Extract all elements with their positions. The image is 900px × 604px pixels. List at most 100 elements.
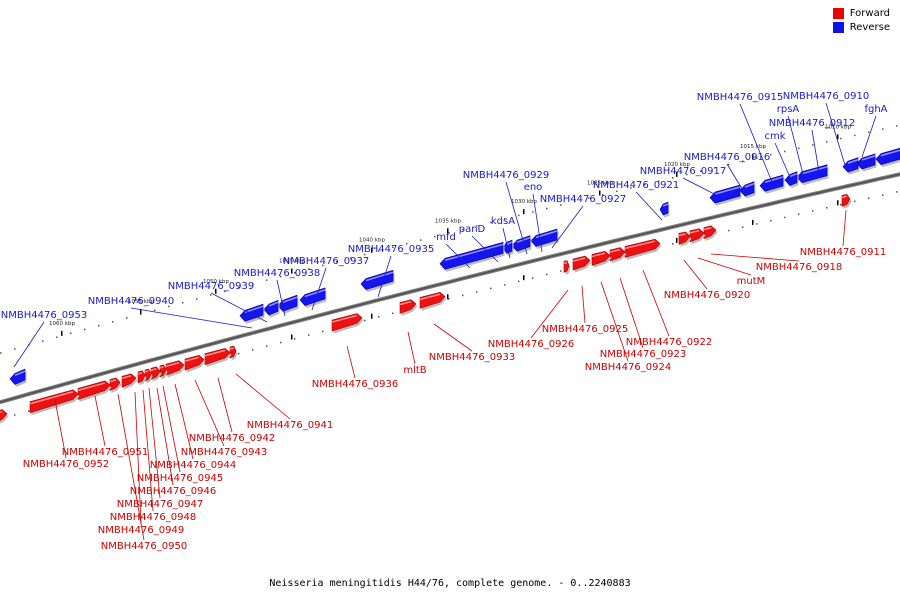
gene-label-text[interactable]: NMBH4476_0923: [600, 349, 686, 360]
gene-reverse[interactable]: [785, 172, 799, 188]
gene-forward[interactable]: [842, 194, 852, 209]
gene-label-text[interactable]: NMBH4476_0948: [110, 512, 196, 523]
gene-label-text[interactable]: NMBH4476_0942: [189, 433, 275, 444]
gene-label-text[interactable]: NMBH4476_0940: [88, 296, 174, 307]
gene-label-text[interactable]: NMBH4476_0925: [542, 324, 628, 335]
gene-label-text[interactable]: panD: [459, 224, 486, 235]
gene-reverse[interactable]: [876, 148, 900, 167]
gene-label-text[interactable]: NMBH4476_0952: [23, 459, 109, 470]
track-dot: [896, 125, 898, 127]
gene-reverse[interactable]: [843, 158, 860, 175]
gene-forward[interactable]: [230, 346, 238, 361]
gene-forward[interactable]: [704, 226, 718, 241]
gene-forward[interactable]: [592, 251, 612, 268]
gene-label-text[interactable]: NMBH4476_0920: [664, 290, 750, 301]
gene-label-text[interactable]: fghA: [864, 104, 887, 115]
gene-label-text[interactable]: NMBH4476_0916: [684, 152, 770, 163]
gene-label-text[interactable]: mltB: [403, 365, 426, 376]
gene-label-text[interactable]: NMBH4476_0927: [540, 194, 626, 205]
gene-label-text[interactable]: NMBH4476_0910: [783, 91, 869, 102]
gene-forward[interactable]: [690, 229, 706, 245]
gene-forward[interactable]: [110, 378, 122, 393]
reverse_labels-label-fghA[interactable]: fghA: [862, 104, 888, 157]
gene-forward[interactable]: [78, 381, 112, 402]
gene-label-text[interactable]: NMBH4476_0938: [234, 268, 320, 279]
gene-reverse[interactable]: [264, 300, 280, 317]
gene-forward[interactable]: [564, 261, 571, 275]
gene-forward[interactable]: [420, 292, 447, 311]
gene-label-text[interactable]: NMBH4476_0941: [247, 420, 333, 431]
gene-forward[interactable]: [679, 232, 692, 247]
gene-forward[interactable]: [625, 239, 662, 260]
gene-label-text[interactable]: NMBH4476_0935: [348, 244, 434, 255]
gene-label-text[interactable]: NMBH4476_0911: [800, 247, 886, 258]
gene-reverse[interactable]: [531, 229, 559, 249]
forward_labels-label-NMBH4476_0942[interactable]: NMBH4476_0942: [189, 378, 275, 444]
gene-reverse[interactable]: [440, 242, 505, 271]
gene-label-text[interactable]: cmk: [764, 131, 785, 142]
forward_labels-label-NMBH4476_0925[interactable]: NMBH4476_0925: [542, 286, 628, 335]
gene-forward[interactable]: [573, 256, 592, 273]
gene-label-text[interactable]: NMBH4476_0953: [1, 310, 87, 321]
gene-label-text[interactable]: NMBH4476_0939: [168, 281, 254, 292]
track-dot: [812, 144, 814, 146]
gene-reverse[interactable]: [503, 240, 514, 256]
reverse_labels-label-NMBH4476_0940[interactable]: NMBH4476_0940: [88, 296, 252, 328]
gene-reverse[interactable]: [740, 182, 756, 199]
gene-label-text[interactable]: NMBH4476_0943: [181, 447, 267, 458]
gene-label-text[interactable]: NMBH4476_0949: [98, 525, 184, 536]
gene-label-text[interactable]: NMBH4476_0946: [130, 486, 216, 497]
gene-label-text[interactable]: kdsA: [491, 216, 515, 227]
gene-label-text[interactable]: NMBH4476_0951: [62, 447, 148, 458]
gene-label-text[interactable]: NMBH4476_0915: [697, 92, 783, 103]
gene-reverse[interactable]: [361, 270, 395, 292]
gene-forward[interactable]: [205, 348, 232, 367]
gene-label-text[interactable]: rpsA: [777, 104, 800, 115]
label-leader: [643, 270, 669, 336]
gene-label-text[interactable]: NMBH4476_0922: [626, 337, 712, 348]
gene-label-text[interactable]: NMBH4476_0933: [429, 352, 515, 363]
gene-forward[interactable]: [0, 410, 9, 426]
forward_labels-label-NMBH4476_0926[interactable]: NMBH4476_0926: [488, 290, 574, 350]
gene-label-text[interactable]: NMBH4476_0937: [283, 256, 369, 267]
forward_labels-label-NMBH4476_0936[interactable]: NMBH4476_0936: [312, 346, 398, 390]
gene-forward[interactable]: [166, 361, 186, 378]
gene-label-text[interactable]: NMBH4476_0912: [769, 118, 855, 129]
gene-reverse[interactable]: [10, 369, 27, 387]
gene-label-text[interactable]: NMBH4476_0947: [117, 499, 203, 510]
gene-forward[interactable]: [610, 248, 627, 264]
track-dot: [532, 277, 534, 279]
gene-reverse[interactable]: [760, 175, 785, 194]
gene-reverse[interactable]: [300, 288, 327, 308]
reverse_labels-label-NMBH4476_0953[interactable]: NMBH4476_0953: [1, 310, 87, 367]
forward_labels-label-NMBH4476_0943[interactable]: NMBH4476_0943: [181, 380, 267, 458]
forward_labels-label-NMBH4476_0911[interactable]: NMBH4476_0911: [800, 210, 886, 258]
gene-forward[interactable]: [185, 355, 206, 372]
gene-label-text[interactable]: NMBH4476_0950: [101, 541, 187, 552]
gene-label-text[interactable]: NMBH4476_0926: [488, 339, 574, 350]
gene-reverse[interactable]: [857, 154, 877, 172]
gene-forward[interactable]: [400, 300, 418, 316]
gene-label-text[interactable]: NMBH4476_0924: [585, 362, 671, 373]
gene-label-text[interactable]: NMBH4476_0929: [463, 170, 549, 181]
forward_labels-label-mltB[interactable]: mltB: [403, 332, 426, 376]
scale-tick: [837, 200, 839, 205]
gene-label-text[interactable]: NMBH4476_0918: [756, 262, 842, 273]
gene-label-text[interactable]: NMBH4476_0921: [593, 180, 679, 191]
gene-label-text[interactable]: NMBH4476_0917: [640, 166, 726, 177]
gene-label-text[interactable]: eno: [524, 182, 543, 193]
gene-label-text[interactable]: NMBH4476_0936: [312, 379, 398, 390]
gene-label-text[interactable]: mfd: [436, 232, 456, 243]
gene-label-text[interactable]: NMBH4476_0944: [150, 460, 236, 471]
gene-reverse[interactable]: [512, 236, 532, 254]
label-leader: [683, 178, 722, 198]
gene-reverse[interactable]: [710, 185, 742, 206]
gene-reverse[interactable]: [660, 202, 670, 217]
label-leader: [698, 258, 751, 275]
label-leader: [408, 332, 415, 364]
gene-forward[interactable]: [332, 314, 364, 334]
gene-label-text[interactable]: mutM: [737, 276, 766, 287]
gene-forward[interactable]: [122, 374, 138, 390]
